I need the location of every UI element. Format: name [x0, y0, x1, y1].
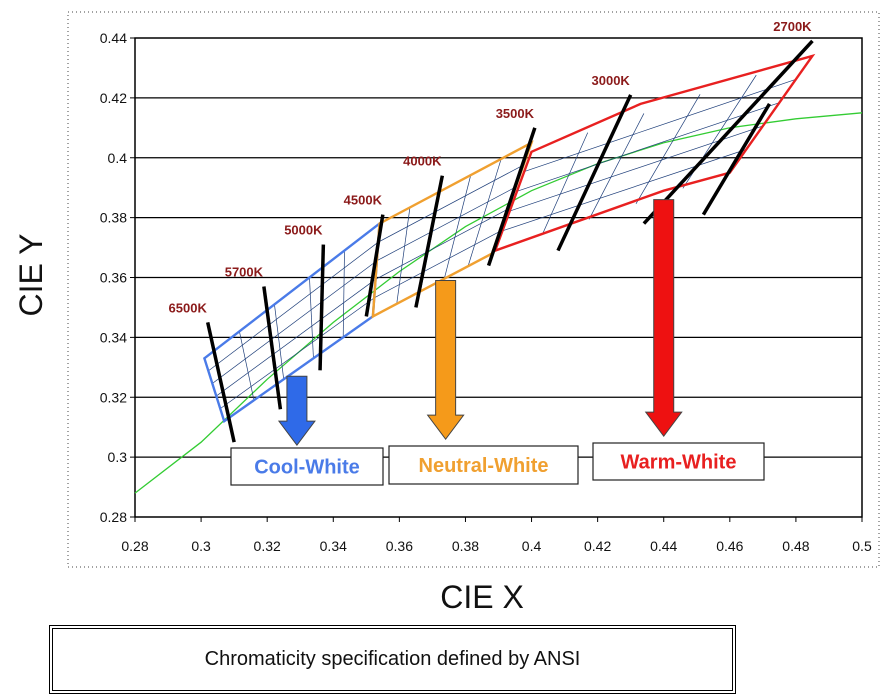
mesh-line — [635, 94, 701, 205]
mesh-line — [216, 279, 376, 397]
region-label: Cool-White — [254, 457, 360, 479]
cct-label: 5700K — [225, 264, 264, 279]
x-tick-label: 0.34 — [320, 538, 347, 554]
region-label-box — [388, 445, 579, 485]
x-tick-label: 0.38 — [452, 538, 479, 554]
x-tick-label: 0.44 — [650, 538, 677, 554]
cct-line — [205, 322, 236, 443]
y-tick-label: 0.34 — [100, 329, 127, 345]
y-tick-label: 0.3 — [108, 449, 128, 465]
mesh-line — [212, 260, 378, 384]
region-label: Warm-White — [621, 452, 737, 474]
cct-label: 2700K — [773, 19, 812, 34]
mesh-line — [342, 250, 345, 338]
x-tick-label: 0.36 — [386, 538, 413, 554]
mesh-line — [376, 186, 516, 262]
mesh-line — [524, 78, 797, 172]
y-axis-label: CIE Y — [13, 234, 49, 317]
region-label: Neutral-White — [419, 455, 549, 477]
planckian-locus-line — [134, 112, 863, 494]
y-tick-label: 0.42 — [100, 90, 127, 106]
mesh-line — [588, 113, 645, 220]
x-tick-label: 0.28 — [121, 538, 148, 554]
cct-label: 6500K — [169, 300, 208, 315]
mesh-line — [208, 241, 379, 372]
mesh-line — [443, 175, 472, 279]
mesh-line — [516, 102, 780, 192]
cct-line — [414, 175, 445, 308]
chart-frame — [67, 11, 880, 568]
x-tick-label: 0.3 — [191, 538, 211, 554]
cct-line — [364, 214, 385, 317]
mesh-line — [541, 132, 589, 236]
region-label-box — [592, 442, 765, 481]
cct-line — [318, 244, 326, 371]
x-tick-label: 0.46 — [716, 538, 743, 554]
y-tick-label: 0.36 — [100, 270, 127, 286]
x-tick-label: 0.5 — [852, 538, 872, 554]
cct-label: 5000K — [284, 223, 323, 238]
cct-line — [262, 286, 283, 410]
mesh-line — [220, 297, 375, 409]
x-tick-label: 0.4 — [522, 538, 542, 554]
region-label-box — [230, 447, 384, 486]
cct-label: 3500K — [496, 106, 535, 121]
mesh-line — [239, 331, 255, 401]
x-axis-label: CIE X — [440, 579, 524, 615]
x-tick-label: 0.42 — [584, 538, 611, 554]
cct-label: 3000K — [592, 73, 631, 88]
cct-label: 4000K — [403, 154, 442, 169]
region-arrow — [426, 279, 465, 440]
cct-line — [642, 39, 814, 225]
y-tick-label: 0.4 — [108, 150, 128, 166]
caption-box: Chromaticity specification defined by AN… — [49, 625, 736, 694]
region-arrow — [277, 375, 316, 446]
mesh-line — [309, 277, 314, 359]
mesh-line — [274, 304, 285, 380]
x-tick-label: 0.48 — [782, 538, 809, 554]
mesh-line — [378, 164, 524, 243]
caption-text: Chromaticity specification defined by AN… — [204, 648, 581, 670]
x-tick-label: 0.32 — [254, 538, 281, 554]
y-tick-label: 0.28 — [100, 509, 127, 525]
cct-label: 4500K — [344, 193, 383, 208]
cct-line — [556, 94, 633, 252]
mesh-line — [375, 208, 508, 280]
mesh-line — [467, 158, 502, 267]
cct-line — [486, 127, 537, 267]
region-arrow — [644, 199, 683, 438]
y-tick-label: 0.44 — [100, 30, 127, 46]
y-tick-label: 0.32 — [100, 389, 127, 405]
mesh-line — [396, 207, 411, 304]
mesh-line — [502, 149, 747, 232]
cct-line — [701, 102, 771, 216]
y-tick-label: 0.38 — [100, 210, 127, 226]
mesh-line — [374, 231, 500, 299]
